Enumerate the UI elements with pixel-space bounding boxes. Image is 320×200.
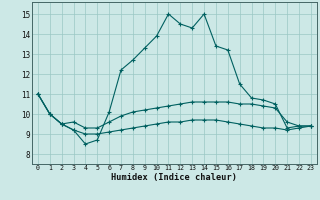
X-axis label: Humidex (Indice chaleur): Humidex (Indice chaleur) — [111, 173, 237, 182]
